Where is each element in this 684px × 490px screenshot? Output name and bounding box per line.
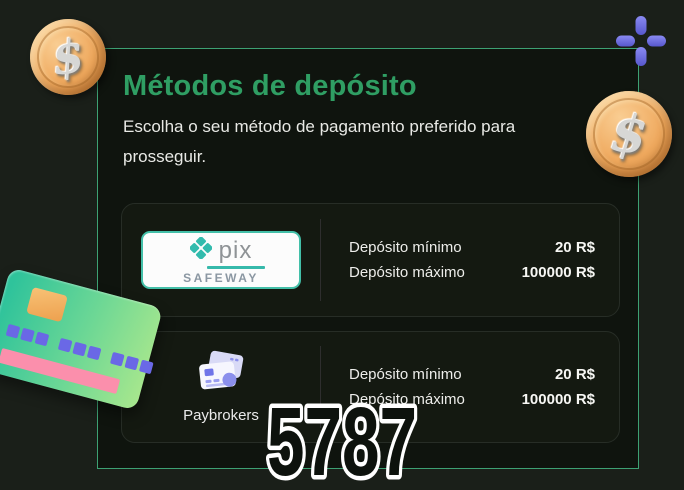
pix-safeway-logo-column: pix SAFEWAY (122, 231, 320, 289)
max-deposit-label: Depósito máximo (349, 391, 465, 408)
safeway-text: SAFEWAY (183, 271, 259, 285)
card-divider (320, 219, 321, 301)
pix-brand-text: pix (218, 236, 253, 264)
pix-safeway-limits: Depósito mínimo 20 R$ Depósito máximo 10… (321, 236, 619, 284)
dollar-sign: $ (48, 28, 88, 86)
min-deposit-row: Depósito mínimo 20 R$ (349, 363, 595, 386)
page-title: Métodos de depósito (123, 70, 417, 102)
verification-code-text: 5787 (267, 390, 417, 488)
pix-safeway-logo: pix SAFEWAY (141, 231, 301, 289)
max-deposit-row: Depósito máximo 100000 R$ (349, 388, 595, 411)
max-deposit-value: 100000 R$ (521, 391, 595, 408)
min-deposit-row: Depósito mínimo 20 R$ (349, 236, 595, 259)
max-deposit-value: 100000 R$ (521, 264, 595, 281)
max-deposit-row: Depósito máximo 100000 R$ (349, 261, 595, 284)
pix-icon (188, 236, 213, 264)
paybrokers-label: Paybrokers (183, 407, 259, 424)
plus-sparkle-icon (616, 16, 666, 71)
min-deposit-label: Depósito mínimo (349, 239, 462, 256)
payment-method-pix-safeway[interactable]: pix SAFEWAY Depósito mínimo 20 R$ Depósi… (121, 203, 620, 317)
card-chip (26, 286, 68, 323)
dollar-sign: $ (607, 101, 651, 167)
paybrokers-logo-column: Paybrokers (122, 350, 320, 424)
min-deposit-label: Depósito mínimo (349, 366, 462, 383)
payment-method-paybrokers[interactable]: Paybrokers Depósito mínimo 20 R$ Depósit… (121, 331, 620, 443)
max-deposit-label: Depósito máximo (349, 264, 465, 281)
credit-cards-icon (196, 350, 246, 401)
page-subtitle: Escolha o seu método de pagamento prefer… (123, 117, 516, 166)
min-deposit-value: 20 R$ (554, 239, 595, 256)
pix-tagline-stripe (207, 266, 265, 269)
paybrokers-limits: Depósito mínimo 20 R$ Depósito máximo 10… (321, 363, 619, 411)
verification-code: 5787 (263, 390, 422, 488)
min-deposit-value: 20 R$ (554, 366, 595, 383)
card-divider (320, 346, 321, 428)
